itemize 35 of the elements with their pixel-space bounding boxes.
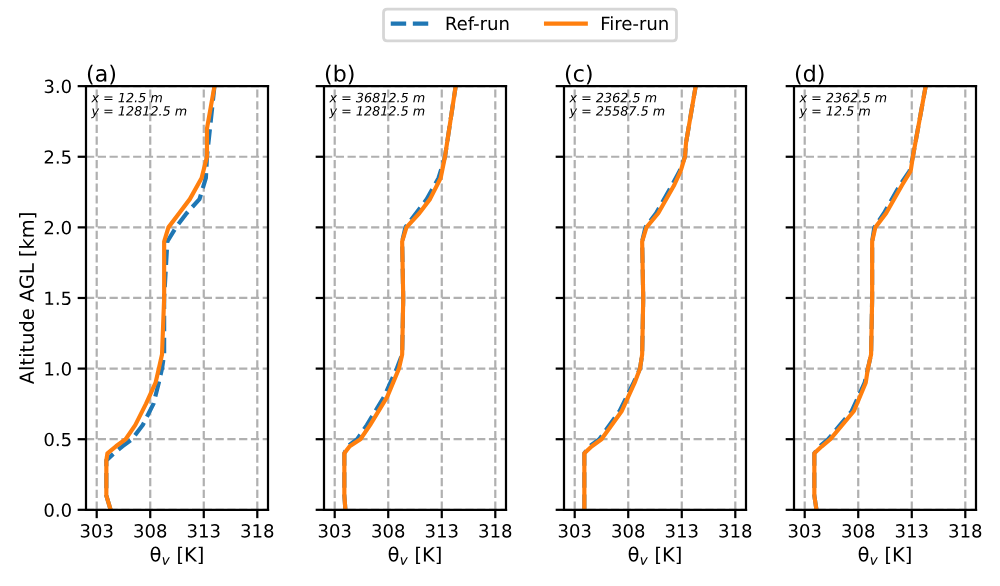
x-tick-label: 303	[558, 524, 591, 538]
line-series	[104, 86, 217, 510]
x-tick-label: 313	[895, 524, 928, 538]
y-tick-label: 0.5	[44, 432, 71, 447]
x-tick-label: 318	[241, 524, 274, 538]
x-axis-title: θ$_{v}$ [K]	[858, 546, 911, 565]
x-tick-label: 308	[842, 524, 875, 538]
x-axis-title: θ$_{v}$ [K]	[388, 546, 441, 565]
x-tick-label: 308	[134, 524, 167, 538]
chart-title: (b)	[325, 64, 354, 85]
x-tick-label: 313	[665, 524, 698, 538]
y-axis-title: Altitude AGL [km]	[19, 213, 37, 385]
x-tick-label: 308	[612, 524, 645, 538]
x-tick-label: 303	[788, 524, 821, 538]
x-tick-label: 318	[949, 524, 982, 538]
chart-title: (d)	[795, 64, 824, 85]
x-tick-label: 318	[719, 524, 752, 538]
legend-label: Ref-run	[446, 16, 509, 31]
x-axis-title: θ$_{v}$ [K]	[150, 546, 203, 565]
y-tick-label: 3.0	[44, 79, 71, 94]
x-tick-label: 313	[425, 524, 458, 538]
x-tick-label: 308	[372, 524, 405, 538]
x-axis-title: θ$_{v}$ [K]	[628, 546, 681, 565]
y-tick-label: 1.5	[45, 291, 71, 306]
x-tick-label: 303	[80, 524, 113, 538]
y-tick-label: 1.0	[45, 362, 71, 376]
y-tick-label: 2.0	[44, 220, 71, 235]
x-tick-label: 303	[318, 524, 351, 538]
y-tick-label: 0.0	[44, 503, 71, 517]
chart-title: (c)	[565, 64, 592, 85]
legend-label: Fire-run	[601, 16, 668, 31]
y-tick-label: 2.5	[44, 150, 71, 164]
x-tick-label: 313	[187, 524, 220, 538]
x-tick-label: 318	[479, 524, 512, 538]
chart-title: (a)	[87, 64, 116, 85]
